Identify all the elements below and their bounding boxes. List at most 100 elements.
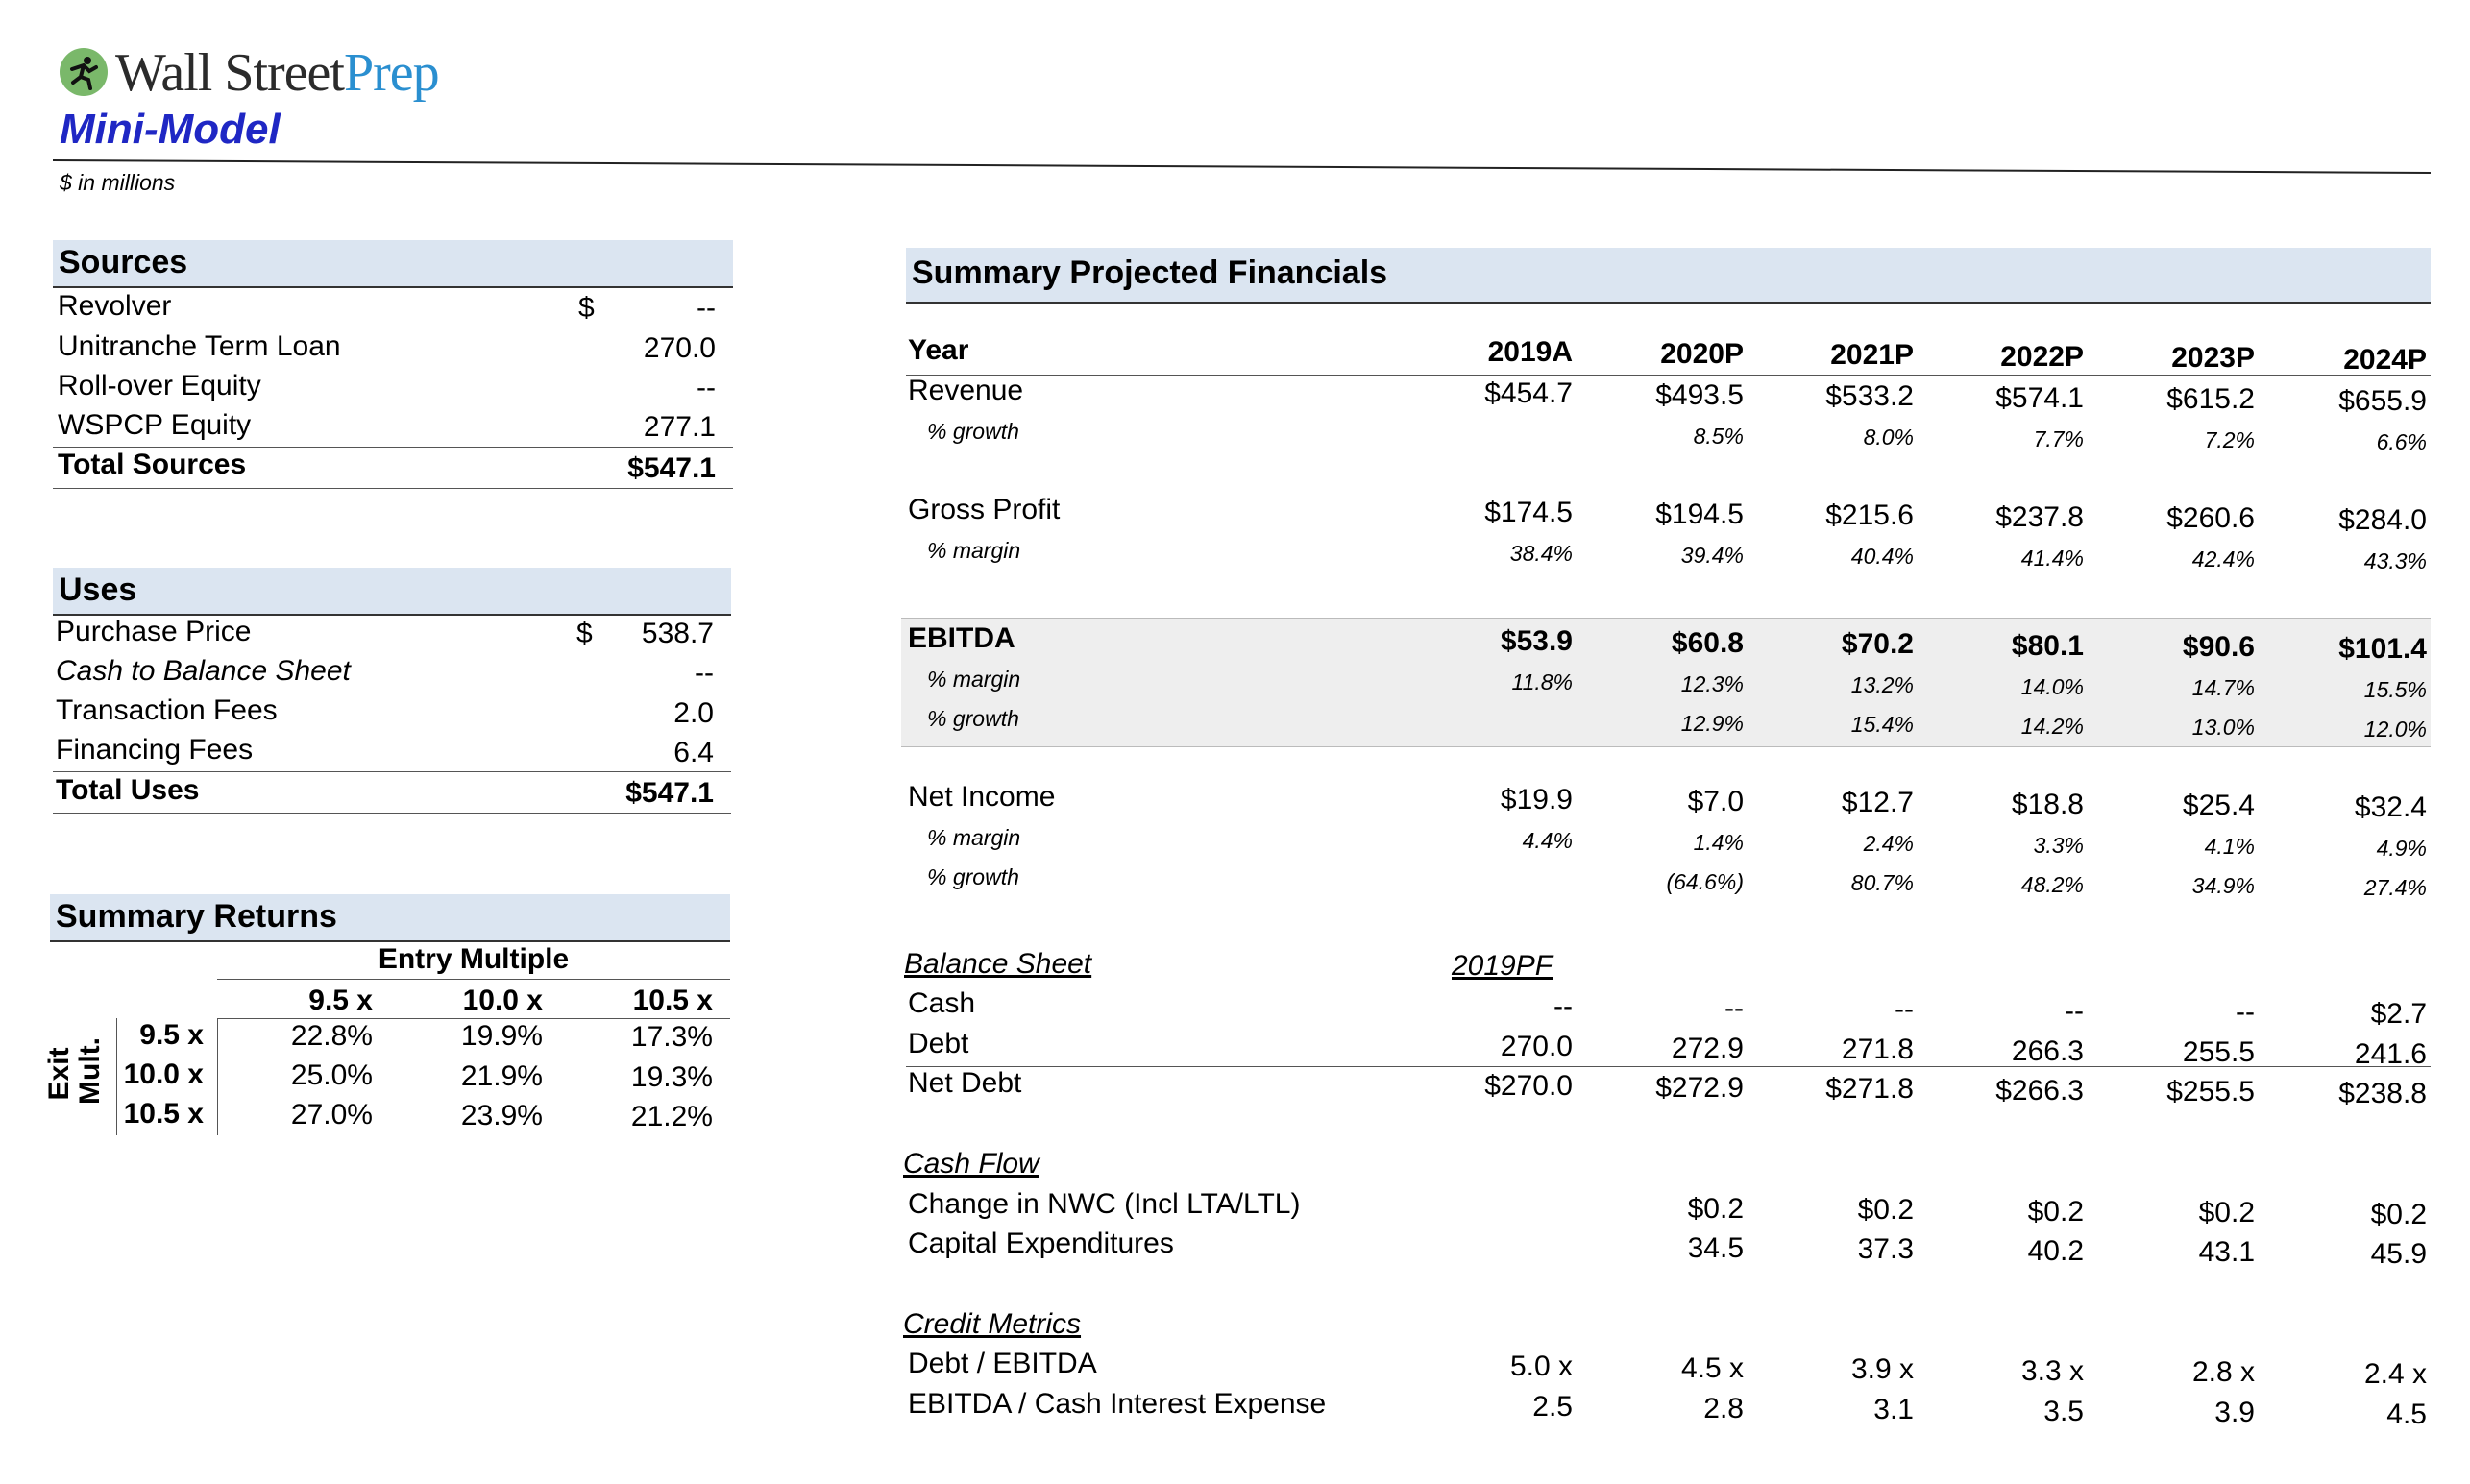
nwc-change-value: $0.2	[1857, 1194, 1914, 1226]
units-note: $ in millions	[60, 170, 176, 195]
net-income-label: Net Income	[908, 781, 1056, 813]
ebitda-margin-label: % margin	[927, 667, 1021, 692]
year-header: 2021P	[1830, 339, 1914, 371]
balance-sheet-heading: Balance Sheet	[904, 948, 1092, 980]
net-income-value: $32.4	[2354, 791, 2427, 823]
revenue-value: $574.1	[1995, 381, 2084, 414]
cash-value: --	[1553, 990, 1573, 1022]
year-label: Year	[908, 334, 969, 366]
sources-total-rule	[53, 447, 733, 448]
uses-row-value: --	[695, 657, 714, 689]
projections-heading: Summary Projected Financials	[906, 248, 2431, 304]
revenue-growth-value: 6.6%	[2376, 428, 2427, 454]
cash-value: --	[1895, 993, 1914, 1025]
ni-growth-value: (64.6%)	[1666, 868, 1744, 894]
debt-to-ebitda-value: 4.5 x	[1680, 1351, 1744, 1384]
ni-growth-value: 27.4%	[2363, 874, 2427, 900]
pro-forma-label: 2019PF	[1452, 950, 1553, 982]
logo-wordmark: Wall StreetPrep	[115, 43, 440, 103]
net-debt-value: $266.3	[1995, 1074, 2084, 1107]
revenue-value: $454.7	[1484, 377, 1573, 409]
sources-total-value: $547.1	[627, 452, 716, 484]
debt-to-ebitda-value: 2.4 x	[2363, 1357, 2427, 1390]
capex-value: 34.5	[1687, 1231, 1744, 1264]
ebitda-growth-value: 14.2%	[2020, 713, 2084, 739]
debt-label: Debt	[908, 1028, 969, 1059]
debt-value: 270.0	[1500, 1031, 1573, 1062]
exit-divider	[217, 1018, 218, 1135]
ni-growth-label: % growth	[927, 864, 1019, 889]
sources-row-label: Unitranche Term Loan	[58, 330, 341, 362]
nwc-change-value: $0.2	[1687, 1192, 1744, 1225]
ebitda-value: $80.1	[2011, 629, 2084, 662]
gross-profit-value: $260.6	[2166, 502, 2255, 534]
sources-row-value: --	[697, 292, 716, 324]
ni-growth-value: 48.2%	[2020, 871, 2084, 897]
uses-total-value: $547.1	[625, 777, 714, 809]
ebitda-value: $101.4	[2338, 632, 2427, 665]
net-income-value: $12.7	[1841, 787, 1914, 818]
uses-heading: Uses	[53, 568, 731, 616]
capex-value: 40.2	[2027, 1234, 2084, 1267]
header-divider	[52, 159, 2431, 174]
net-debt-value: $238.8	[2338, 1077, 2427, 1109]
gross-margin-value: 41.4%	[2020, 545, 2084, 571]
ebitda-value: $90.6	[2182, 631, 2255, 663]
cash-flow-heading: Cash Flow	[903, 1148, 1039, 1180]
debt-value: 271.8	[1841, 1034, 1914, 1065]
uses-row-value: 2.0	[673, 697, 714, 729]
year-header: 2024P	[2343, 343, 2427, 376]
revenue-growth-value: 7.2%	[2204, 427, 2255, 452]
year-header: 2023P	[2171, 342, 2255, 374]
irr-cell: 22.8%	[290, 1020, 373, 1052]
page-title: Mini-Model	[60, 106, 281, 153]
ni-growth-value: 80.7%	[1850, 870, 1914, 895]
entry-multiple-header: 10.5 x	[632, 985, 713, 1016]
capex-value: 45.9	[2370, 1237, 2427, 1270]
uses-row-value: 538.7	[641, 618, 714, 649]
net-debt-value: $255.5	[2166, 1076, 2255, 1107]
sources-total-label: Total Sources	[58, 449, 247, 480]
cash-value: --	[2236, 996, 2255, 1028]
exit-label-divider	[116, 1018, 117, 1135]
sources-heading: Sources	[53, 240, 733, 288]
gross-profit-value: $194.5	[1655, 498, 1744, 530]
ni-margin-value: 2.4%	[1863, 831, 1914, 856]
net-debt-label: Net Debt	[908, 1067, 1022, 1099]
cash-label: Cash	[908, 987, 976, 1019]
net-debt-value: $271.8	[1825, 1073, 1914, 1105]
interest-coverage-value: 3.9	[2214, 1397, 2255, 1428]
ebitda-label: EBITDA	[908, 622, 1015, 654]
nwc-change-value: $0.2	[2027, 1195, 2084, 1228]
irr-cell: 21.9%	[460, 1060, 543, 1092]
gross-margin-value: 43.3%	[2363, 547, 2427, 573]
revenue-growth-value: 8.0%	[1863, 425, 1914, 450]
ni-margin-value: 4.1%	[2204, 834, 2255, 859]
ebitda-value: $70.2	[1841, 628, 1914, 660]
interest-coverage-value: 3.1	[1873, 1394, 1914, 1425]
debt-value: 241.6	[2354, 1037, 2427, 1070]
debt-value: 272.9	[1671, 1032, 1744, 1064]
gross-margin-value: 42.4%	[2191, 547, 2255, 572]
entry-multiple-header: 10.0 x	[462, 985, 543, 1016]
debt-to-ebitda-value: 3.9 x	[1850, 1353, 1914, 1385]
interest-coverage-value: 2.5	[1532, 1391, 1573, 1423]
returns-heading: Summary Returns	[50, 894, 730, 942]
net-debt-value: $272.9	[1655, 1071, 1744, 1104]
revenue-value: $615.2	[2166, 383, 2255, 415]
net-debt-value: $270.0	[1484, 1070, 1573, 1102]
ni-margin-value: 1.4%	[1693, 829, 1744, 855]
gross-profit-value: $174.5	[1484, 497, 1573, 528]
irr-cell: 21.2%	[630, 1101, 713, 1132]
sources-row-label: Roll-over Equity	[58, 370, 261, 401]
ebitda-highlight-band	[901, 618, 2431, 747]
ebitda-margin-value: 15.5%	[2363, 676, 2427, 702]
gross-margin-value: 40.4%	[1850, 544, 1914, 569]
net-income-value: $25.4	[2182, 790, 2255, 821]
exit-label: Mult.	[74, 1037, 106, 1105]
sources-row-label: WSPCP Equity	[58, 409, 252, 441]
ebitda-growth-value: 12.9%	[1680, 710, 1744, 736]
ni-margin-label: % margin	[927, 825, 1021, 850]
revenue-value: $655.9	[2338, 384, 2427, 417]
ebitda-growth-value: 13.0%	[2191, 715, 2255, 740]
